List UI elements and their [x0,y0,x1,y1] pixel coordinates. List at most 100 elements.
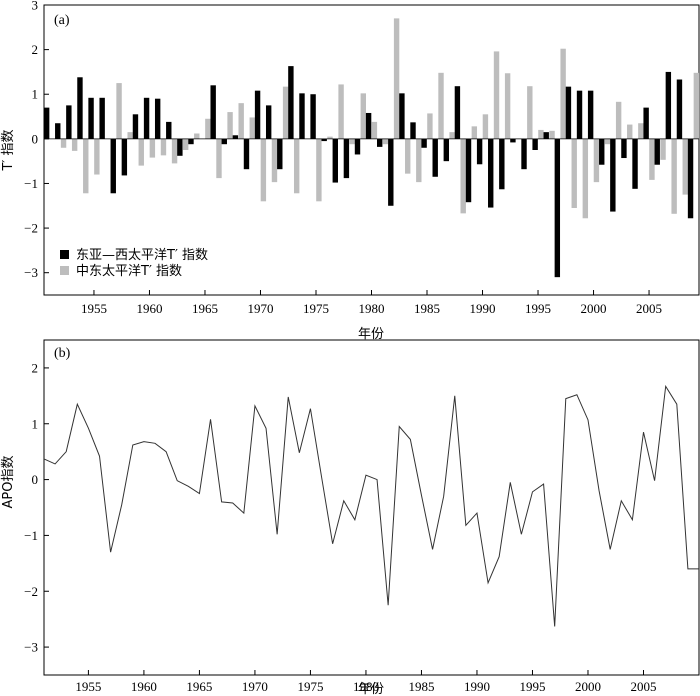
bar-cep-1982 [393,18,400,139]
bar-ea-wp-1961 [154,98,161,139]
bar-ea-wp-2009 [687,138,694,219]
bar-cep-2007 [671,138,677,214]
panel-b-y-ticks: −3 −2 −1 0 1 2 [24,360,49,655]
panel-a-legend: 东亚—西太平洋T′ 指数 中东太平洋T′ 指数 [60,248,208,279]
bar-cep-1969 [249,117,255,139]
panel-b-tag: (b) [54,346,71,361]
bar-cep-1967 [227,112,233,139]
bar-cep-1997 [560,48,566,139]
panel-a-x-label: 年份 [358,327,384,342]
bar-cep-1987 [449,132,455,139]
bar-ea-wp-2008 [676,79,683,139]
bar-cep-2002 [615,101,622,139]
bar-cep-1975 [316,138,322,202]
bar-ea-wp-1960 [143,97,150,139]
bar-ea-wp-1994 [521,138,527,170]
bar-ea-wp-1962 [166,121,172,139]
panel-a-y-label: T′ 指数 [1,129,16,171]
panel-a-x-tick-label: 1975 [303,301,329,316]
bar-ea-wp-1964 [188,138,194,145]
legend-swatch-cep [60,266,69,275]
bar-cep-1995 [538,129,544,139]
bar-ea-wp-2002 [610,138,616,212]
bar-ea-wp-1967 [221,138,227,145]
panel-b-y-tick-label: 1 [32,416,39,431]
bar-cep-1991 [493,51,500,139]
bar-ea-wp-1953 [66,105,72,139]
bar-cep-1990 [482,114,489,139]
bar-cep-2001 [604,138,611,145]
bar-cep-1980 [371,121,378,139]
panel-b-x-tick-label: 1985 [408,679,434,694]
panel-a-x-tick-label: 2000 [581,301,607,316]
bar-cep-1994 [527,86,533,139]
panel-b-y-tick-label: −2 [24,584,38,599]
panel-a-x-tick-label: 1995 [525,301,551,316]
panel-a-y-tick-label: 2 [32,42,39,57]
panel-b-y-tick-label: −1 [24,528,38,543]
panel-b-x-tick-label: 2000 [575,679,601,694]
bar-ea-wp-1979 [354,138,361,155]
legend-label-ea-wp: 东亚—西太平洋T′ 指数 [76,248,208,263]
bar-ea-wp-1974 [299,93,305,139]
bar-cep-1999 [582,138,589,219]
panel-b-x-tick-label: 2005 [630,679,656,694]
bar-ea-wp-1971 [265,105,272,139]
panel-b-x-tick-label: 1965 [186,679,212,694]
panel-b-y-tick-label: 0 [32,472,39,487]
bar-cep-1989 [471,126,478,139]
bar-ea-wp-1954 [77,77,83,139]
bar-cep-2008 [682,138,688,195]
bar-cep-1970 [260,138,267,202]
bar-cep-1959 [138,138,144,166]
panel-a-y-ticks: −3 −2 −1 0 1 2 3 [24,0,49,280]
bar-cep-1964 [194,133,200,139]
panel-a-x-tick-label: 1990 [470,301,496,316]
panel-a-y-tick-label: 3 [32,0,39,13]
bar-ea-wp-1951 [43,107,50,139]
bar-ea-wp-1988 [454,86,461,139]
panel-b-y-tick-label: 2 [32,360,39,375]
panel-a-x-tick-label: 1985 [414,301,440,316]
bar-cep-1955 [94,138,100,175]
bar-cep-1973 [293,138,300,194]
bar-cep-2003 [627,124,633,139]
bar-cep-1986 [438,72,444,139]
panel-a-x-tick-label: 1960 [136,301,162,316]
bar-ea-wp-1976 [321,138,327,142]
bar-ea-wp-1987 [443,138,450,162]
bar-cep-1962 [171,138,178,164]
panel-a-x-tick-label: 1955 [81,301,107,316]
bar-ea-wp-1969 [243,138,250,170]
bar-ea-wp-1998 [565,86,572,139]
bar-ea-wp-1956 [99,97,105,139]
bar-cep-1992 [504,73,511,139]
panel-a-bars [43,18,700,278]
bar-cep-1957 [116,83,122,139]
bar-cep-2000 [593,138,600,183]
bar-ea-wp-1968 [232,135,239,139]
bar-ea-wp-1999 [576,90,583,139]
bar-cep-1966 [216,138,222,179]
bar-ea-wp-2005 [643,107,649,139]
panel-b-x-tick-label: 1975 [297,679,323,694]
legend-swatch-ea-wp [60,250,69,259]
bar-ea-wp-1952 [55,123,61,139]
bar-ea-wp-1978 [343,138,350,179]
panel-b-x-tick-label: 1990 [464,679,490,694]
bar-cep-1984 [416,138,422,183]
bar-cep-1988 [460,138,466,214]
bar-ea-wp-1975 [310,94,316,139]
panel-b-x-label: 年份 [358,682,384,696]
bar-ea-wp-1990 [476,138,483,165]
panel-b-frame [43,339,700,676]
panel-b-y-tick-label: −3 [24,640,38,655]
bar-ea-wp-1959 [132,114,139,139]
panel-a-y-tick-label: −1 [24,176,38,191]
bar-ea-wp-2001 [599,138,605,165]
bar-ea-wp-1993 [510,138,516,143]
bar-cep-1981 [382,138,389,145]
bar-ea-wp-1958 [121,138,128,176]
panel-a-x-tick-label: 1980 [359,301,385,316]
panel-a-x-tick-label: 1965 [192,301,218,316]
